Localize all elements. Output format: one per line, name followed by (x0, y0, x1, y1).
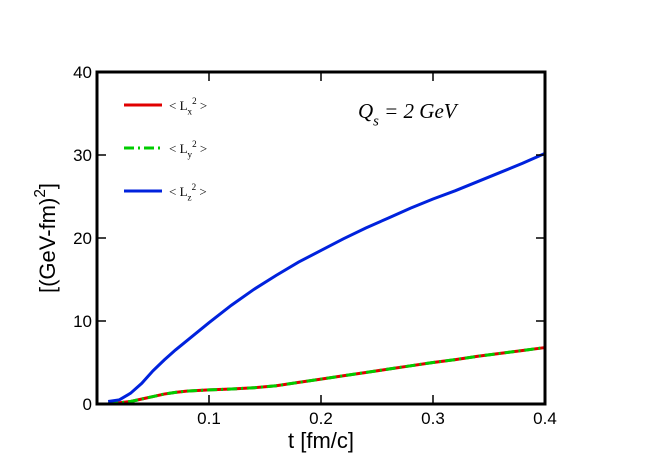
series-line (107, 151, 546, 403)
x-tick-label: 0.2 (309, 409, 333, 428)
legend-label: < Ly2 > (169, 139, 207, 159)
annotation: Qs = 2 GeV (358, 99, 459, 129)
y-tick-label: 40 (73, 63, 92, 82)
x-tick-label: 0.1 (197, 409, 221, 428)
y-tick-label: 10 (73, 312, 92, 331)
y-tick-label: 20 (73, 229, 92, 248)
legend-label: < Lz2 > (169, 182, 207, 202)
x-tick-label: 0.3 (421, 409, 445, 428)
y-tick-label: 0 (83, 395, 92, 414)
y-axis-label: [(GeV-fm)2] (32, 183, 60, 293)
y-tick-label: 30 (73, 146, 92, 165)
plot-frame (95, 70, 547, 406)
x-tick-label: 0.4 (533, 409, 557, 428)
x-axis-label: t [fm/c] (288, 428, 354, 453)
series-line (108, 346, 546, 405)
legend-label: < Lx2 > (169, 96, 207, 116)
